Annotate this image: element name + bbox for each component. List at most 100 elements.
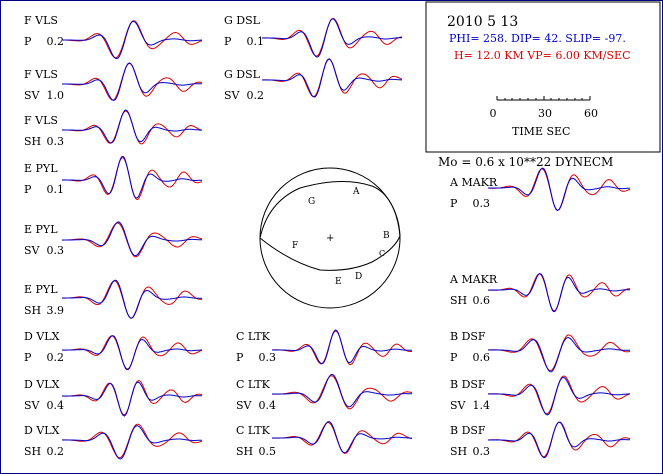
phase-label: SH	[24, 445, 41, 458]
station-label: B DSF	[450, 378, 486, 391]
phase-label: SH	[24, 304, 41, 317]
observed-trace	[488, 273, 631, 313]
trace-panel-e-pyl-sh: E PYL SH 3.9	[24, 279, 203, 319]
synthetic-trace	[62, 280, 202, 319]
station-label: C LTK	[236, 424, 271, 437]
station-label: E PYL	[24, 223, 58, 236]
beachball-label-b: B	[383, 231, 390, 241]
beachball-label-g: G	[308, 197, 315, 207]
trace-panel-f-vls-sh: F VLS SH 0.3	[24, 109, 203, 148]
station-label: G DSL	[224, 14, 261, 27]
amplitude-label: 0.6	[473, 351, 491, 364]
station-label: B DSF	[450, 330, 486, 343]
amplitude-label: 0.3	[473, 445, 491, 458]
observed-trace	[62, 335, 202, 371]
amplitude-label: 0.2	[247, 89, 265, 102]
trace-panel-c-ltk-sv: C LTK SV 0.4	[236, 373, 413, 412]
phase-label: P	[24, 183, 32, 196]
station-label: G DSL	[224, 68, 261, 81]
scale-tick-0: 0	[490, 107, 497, 120]
trace-panel-d-vlx-sv: D VLX SV 0.4	[24, 378, 203, 417]
amplitude-label: 0.2	[47, 445, 65, 458]
observed-trace	[272, 421, 412, 454]
observed-trace	[62, 221, 203, 257]
observed-trace	[262, 58, 403, 98]
observed-trace	[272, 373, 412, 408]
amplitude-label: 0.1	[47, 183, 65, 196]
phase-label: P	[24, 351, 32, 364]
trace-panel-f-vls-sv: F VLS SV 1.0	[24, 62, 203, 102]
trace-panel-d-vlx-p: D VLX P 0.2	[24, 330, 203, 371]
trace-panel-a-makr-p: A MAKR P 0.3	[449, 167, 631, 211]
station-label: A MAKR	[449, 273, 498, 286]
phase-label: SV	[224, 89, 241, 102]
beachball-label-a: A	[352, 187, 360, 197]
phase-label: SH	[450, 294, 467, 307]
phase-label: SV	[24, 244, 41, 257]
station-label: F VLS	[24, 114, 58, 127]
phase-label: SV	[24, 89, 41, 102]
nodal-plane-1	[259, 180, 401, 239]
observed-trace	[62, 62, 203, 101]
amplitude-label: 0.3	[473, 197, 491, 210]
station-label: E PYL	[24, 283, 58, 296]
trace-panel-a-makr-sh: A MAKR SH 0.6	[449, 273, 631, 313]
scale-tick-30: 30	[538, 107, 552, 120]
synthetic-trace	[62, 380, 203, 416]
trace-panel-c-ltk-sh: C LTK SH 0.5	[236, 421, 413, 458]
observed-trace	[488, 337, 631, 373]
depth-velocity: H= 12.0 KM VP= 6.00 KM/SEC	[454, 49, 631, 62]
synthetic-trace	[62, 335, 203, 370]
amplitude-label: 1.0	[47, 89, 65, 102]
observed-trace	[262, 18, 402, 58]
phase-label: SV	[236, 399, 253, 412]
beachball-label-c: C	[379, 249, 385, 258]
amplitude-label: 0.2	[47, 35, 65, 48]
observed-trace	[62, 109, 202, 144]
station-label: D VLX	[24, 378, 60, 391]
observed-trace	[488, 167, 631, 211]
mechanism-params: PHI= 258. DIP= 42. SLIP= -97.	[449, 32, 626, 45]
phase-label: SH	[450, 445, 467, 458]
header-box: 2010 5 13 PHI= 258. DIP= 42. SLIP= -97. …	[425, 1, 661, 153]
synthetic-trace	[262, 58, 403, 97]
phase-label: P	[450, 197, 458, 210]
synthetic-trace	[272, 375, 413, 410]
observed-trace	[62, 381, 202, 417]
focal-mechanism: G A F B C D E +	[259, 167, 401, 309]
amplitude-label: 0.4	[47, 399, 65, 412]
amplitude-label: 0.3	[259, 351, 277, 364]
trace-panel-f-vls-p: F VLS P 0.2	[24, 14, 203, 60]
amplitude-label: 0.3	[47, 135, 65, 148]
trace-panel-d-vlx-sh: D VLX SH 0.2	[24, 423, 203, 460]
phase-label: P	[450, 351, 458, 364]
observed-trace	[62, 425, 202, 460]
observed-trace	[488, 376, 630, 416]
synthetic-trace	[262, 17, 403, 57]
phase-label: P	[236, 351, 244, 364]
station-label: B DSF	[450, 424, 486, 437]
amplitude-label: 3.9	[47, 304, 65, 317]
amplitude-label: 0.2	[47, 351, 65, 364]
observed-trace	[488, 421, 630, 459]
station-label: F VLS	[24, 68, 58, 81]
station-label: E PYL	[24, 162, 58, 175]
phase-label: P	[24, 35, 32, 48]
observed-trace	[62, 279, 203, 319]
synthetic-trace	[62, 110, 203, 145]
trace-panel-b-dsf-sv: B DSF SV 1.4	[450, 375, 631, 416]
phase-label: SV	[450, 399, 467, 412]
trace-panel-e-pyl-sv: E PYL SV 0.3	[24, 221, 203, 258]
amplitude-label: 0.5	[259, 445, 277, 458]
beachball-label-f: F	[292, 241, 298, 251]
trace-panel-b-dsf-p: B DSF P 0.6	[450, 330, 631, 373]
trace-panel-g-dsl-sv: G DSL SV 0.2	[224, 58, 403, 102]
amplitude-label: 1.4	[473, 399, 491, 412]
trace-panel-g-dsl-p: G DSL P 0.1	[224, 14, 403, 58]
station-label: F VLS	[24, 14, 58, 27]
header-frame	[425, 1, 661, 153]
trace-panel-b-dsf-sh: B DSF SH 0.3	[450, 421, 631, 459]
